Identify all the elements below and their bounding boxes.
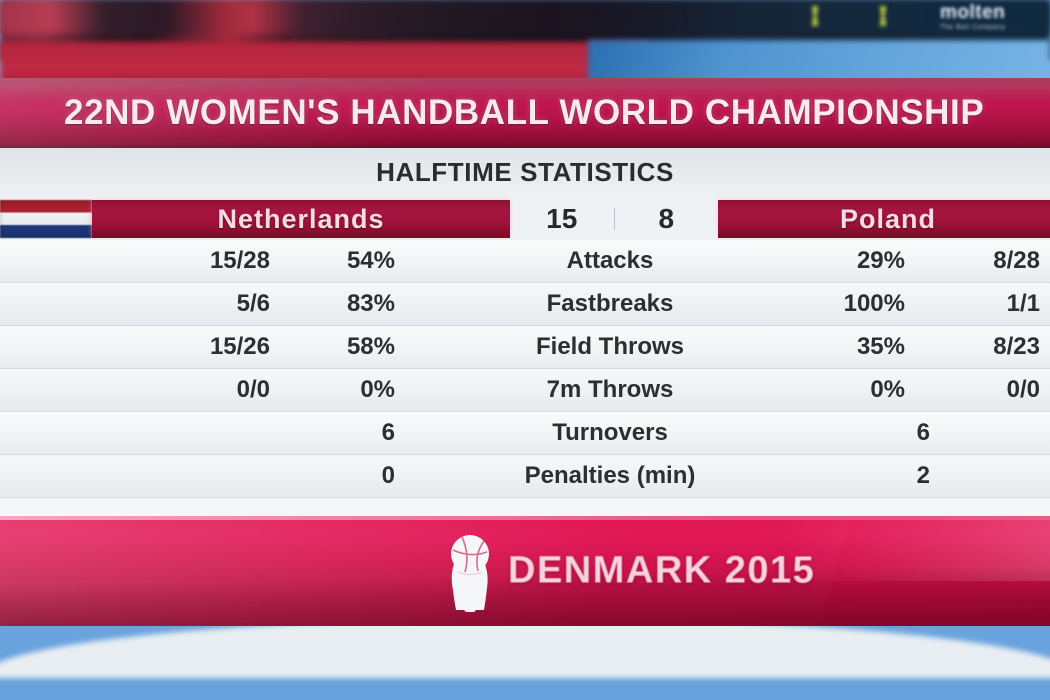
home-stat-percent: 0% xyxy=(360,376,395,403)
championship-title: 22ND WOMEN'S HANDBALL WORLD CHAMPIONSHIP xyxy=(64,93,985,132)
away-stat-value: 8/28 xyxy=(993,247,1040,274)
title-banner: 22ND WOMEN'S HANDBALL WORLD CHAMPIONSHIP xyxy=(0,78,1050,148)
stat-label: Turnovers xyxy=(552,419,668,446)
away-stat-value: 8/23 xyxy=(993,333,1040,360)
home-team-bar: Netherlands xyxy=(92,200,510,238)
stat-row: 15/26 58% Field Throws 35% 8/23 xyxy=(0,326,1050,369)
stat-label: Attacks xyxy=(566,247,654,274)
away-stat-value: 0/0 xyxy=(1006,376,1040,403)
home-stat-value: 15/26 xyxy=(209,333,270,360)
scoreboard: 15 8 xyxy=(510,200,718,238)
sponsor-board: molten The Ball Company xyxy=(940,2,1050,31)
stat-label: Penalties (min) xyxy=(524,462,696,489)
stat-label: 7m Throws xyxy=(546,376,674,403)
sponsor-tagline: The Ball Company xyxy=(940,24,1006,31)
away-team-bar: Poland xyxy=(718,200,1050,238)
home-team-name: Netherlands xyxy=(217,203,385,234)
home-stat-value: 5/6 xyxy=(236,290,270,317)
stat-label: Fastbreaks xyxy=(546,290,674,317)
away-stat-percent: 6 xyxy=(916,419,930,446)
home-stat-percent: 54% xyxy=(346,247,395,274)
stat-row: 15/28 54% Attacks 29% 8/28 xyxy=(0,240,1050,283)
halftime-statistics-header: HALFTIME STATISTICS xyxy=(376,156,674,187)
away-stat-value: 1/1 xyxy=(1006,290,1040,317)
stat-row: 0 Penalties (min) 2 xyxy=(0,455,1050,498)
home-stat-percent: 0 xyxy=(381,462,395,489)
adidas-logo-icon xyxy=(868,6,898,26)
event-branding-text: DENMARK 2015 xyxy=(508,549,816,592)
sponsor-name: molten xyxy=(940,2,1006,23)
statistics-panel: HALFTIME STATISTICS Netherlands 15 8 Pol… xyxy=(0,148,1050,516)
away-stat-percent: 0% xyxy=(870,376,905,403)
home-stat-percent: 6 xyxy=(381,419,395,446)
away-team-name: Poland xyxy=(839,203,936,234)
away-stat-percent: 100% xyxy=(843,290,905,317)
away-stat-percent: 2 xyxy=(916,462,930,489)
statistics-rows: 15/28 54% Attacks 29% 8/28 5/6 83% Fastbreaks 10… xyxy=(0,240,1050,498)
panel-header: HALFTIME STATISTICS xyxy=(0,148,1050,196)
away-stat-percent: 35% xyxy=(856,333,905,360)
away-score: 8 xyxy=(658,203,675,234)
event-branding-banner: DENMARK 2015 xyxy=(0,516,1050,626)
stat-row: 6 Turnovers 6 xyxy=(0,412,1050,455)
home-stat-value: 15/28 xyxy=(209,247,270,274)
home-stat-value: 0/0 xyxy=(236,376,270,403)
stat-row: 5/6 83% Fastbreaks 100% 1/1 xyxy=(0,283,1050,326)
stat-row: 0/0 0% 7m Throws 0% 0/0 xyxy=(0,369,1050,412)
away-stat-percent: 29% xyxy=(856,247,905,274)
stat-label: Field Throws xyxy=(535,333,684,360)
team-header-row: Netherlands 15 8 Poland xyxy=(0,196,1050,240)
home-stat-percent: 83% xyxy=(346,290,395,317)
home-score: 15 xyxy=(546,203,578,234)
netherlands-flag-icon xyxy=(0,200,92,238)
home-stat-percent: 58% xyxy=(346,333,395,360)
banner-highlight-line xyxy=(0,516,1050,520)
score-divider xyxy=(613,208,615,230)
adidas-logo-icon xyxy=(800,6,830,26)
hand-holding-handball-icon xyxy=(440,530,500,612)
